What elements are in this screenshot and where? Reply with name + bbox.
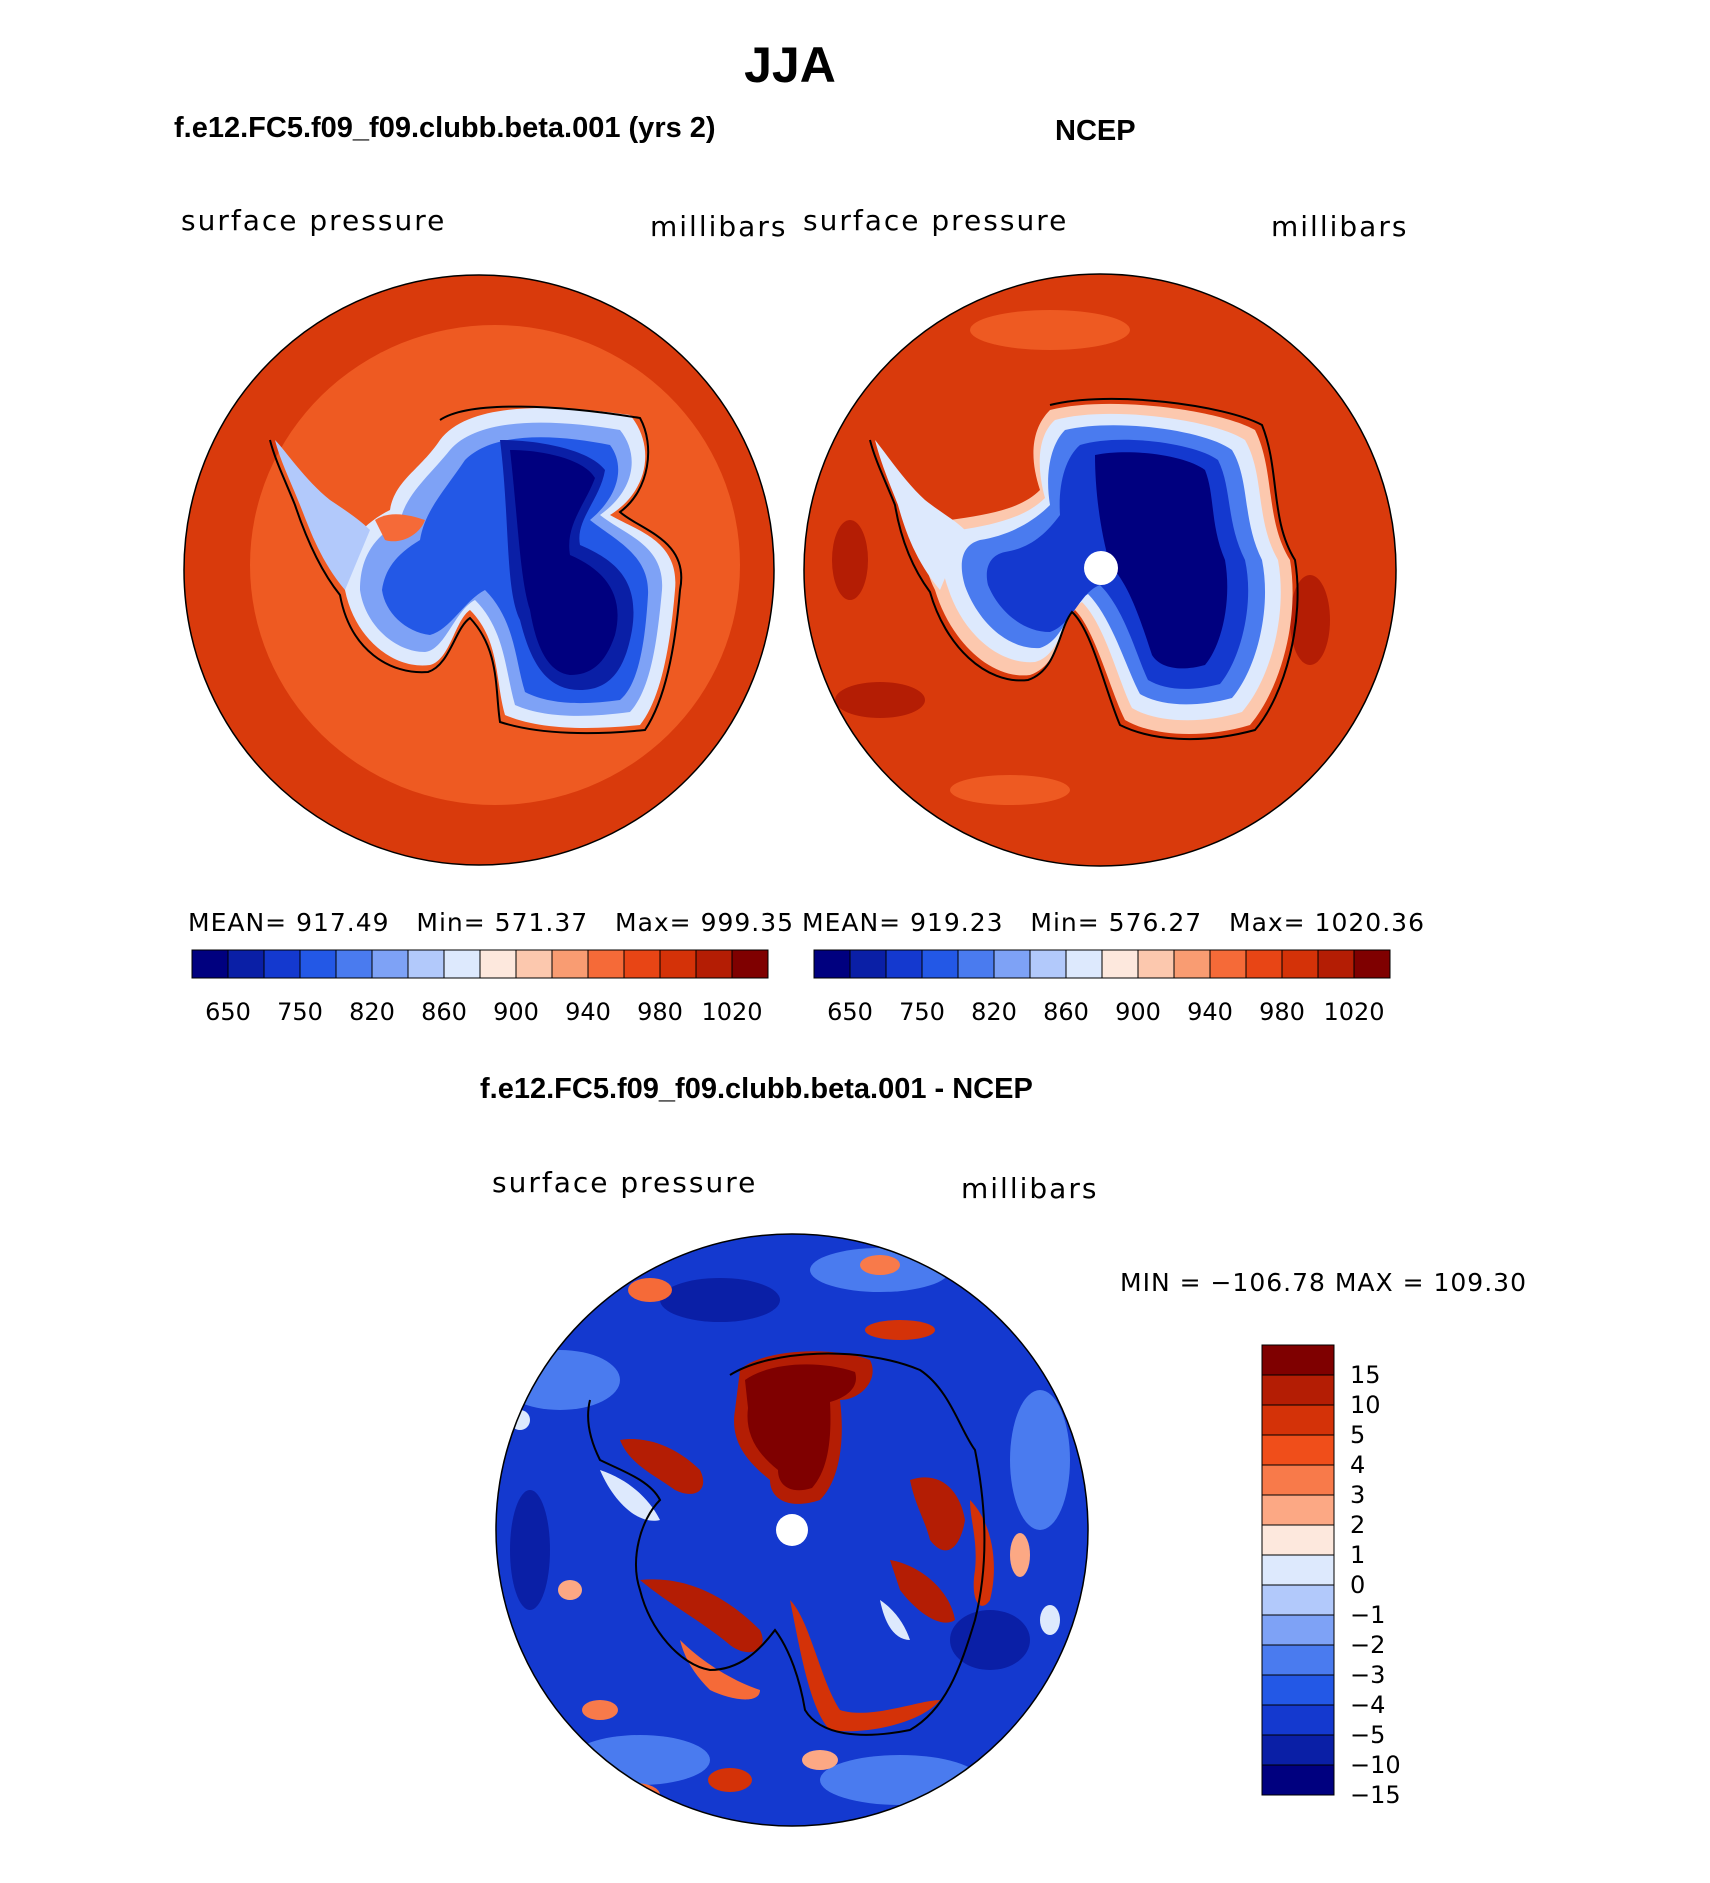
panel-obs-colorbar-tick-label: 980: [1259, 998, 1305, 1026]
difference-colorbar-box: [1261, 1434, 1335, 1466]
difference-colorbar-tick-label: 4: [1350, 1451, 1365, 1479]
difference-colorbar-tick-label: 1: [1350, 1541, 1365, 1569]
panel-model-colorbar-box: [335, 949, 373, 979]
panel-model-colorbar-tick-label: 980: [637, 998, 683, 1026]
panel-model-colorbar-box: [551, 949, 589, 979]
panel-model-colorbar-box: [407, 949, 445, 979]
panel-obs-colorbar-box: [1137, 949, 1175, 979]
difference-minmax: MIN = −106.78 MAX = 109.30: [1120, 1268, 1527, 1297]
difference-colorbar-box: [1261, 1614, 1335, 1646]
panel-obs-colorbar-box: [1353, 949, 1391, 979]
panel-obs-units: millibars: [1271, 210, 1409, 243]
difference-variable: surface pressure: [492, 1166, 758, 1199]
difference-colorbar-tick-label: −5: [1350, 1721, 1385, 1749]
panel-obs-colorbar-box: [1029, 949, 1067, 979]
pole-hole: [1084, 551, 1118, 585]
panel-model-colorbar-box: [659, 949, 697, 979]
panel-model-colorbar: 650 750 820 860 900 940 980 1020: [191, 949, 769, 1026]
panel-obs-colorbar-box: [1281, 949, 1319, 979]
panel-obs-colorbar-tick-label: 1020: [1323, 998, 1384, 1026]
difference-map: [495, 1233, 1089, 1827]
difference-colorbar-tick-label: 3: [1350, 1481, 1365, 1509]
coastline: [869, 397, 1299, 741]
panel-model-colorbar-box: [623, 949, 661, 979]
panel-obs-colorbar-box: [849, 949, 887, 979]
panel-obs-colorbar-box: [1245, 949, 1283, 979]
difference-colorbar-tick-label: 0: [1350, 1571, 1365, 1599]
panel-obs-colorbar: 650 750 820 860 900 940 980 1020: [813, 949, 1391, 1026]
panel-model-colorbar-tick-label: 940: [565, 998, 611, 1026]
panel-model-colorbar-tick-label: 900: [493, 998, 539, 1026]
difference-colorbar-tick-label: −1: [1350, 1601, 1385, 1629]
panel-obs-colorbar-tick-label: 750: [899, 998, 945, 1026]
pole-hole: [776, 1514, 808, 1546]
panel-model-title: f.e12.FC5.f09_f09.clubb.beta.001 (yrs 2): [174, 112, 716, 144]
difference-colorbar-box: [1261, 1674, 1335, 1706]
panel-obs-colorbar-box: [957, 949, 995, 979]
figure-title: JJA: [744, 37, 836, 93]
difference-colorbar-box: [1261, 1464, 1335, 1496]
panel-obs-stats: MEAN= 919.23 Min= 576.27 Max= 1020.36: [802, 908, 1425, 937]
difference-colorbar-tick-label: −10: [1350, 1751, 1401, 1779]
panel-model-map: [183, 274, 775, 866]
panel-obs-colorbar-box: [1101, 949, 1139, 979]
panel-obs-colorbar-box: [993, 949, 1031, 979]
difference-colorbar-tick-label: −2: [1350, 1631, 1385, 1659]
panel-model-colorbar-box: [371, 949, 409, 979]
difference-colorbar-tick-label: 10: [1350, 1391, 1381, 1419]
coastline: [269, 405, 683, 735]
panel-model-colorbar-tick-label: 860: [421, 998, 467, 1026]
panel-obs-colorbar-tick-label: 820: [971, 998, 1017, 1026]
panel-model-colorbar-box: [515, 949, 553, 979]
difference-colorbar-box: [1261, 1494, 1335, 1526]
panel-obs-colorbar-tick-label: 650: [827, 998, 873, 1026]
panel-obs-colorbar-tick-label: 860: [1043, 998, 1089, 1026]
panel-model-colorbar-box: [731, 949, 769, 979]
difference-colorbar-box: [1261, 1554, 1335, 1586]
difference-colorbar-box: [1261, 1404, 1335, 1436]
panel-model-units: millibars: [650, 210, 788, 243]
panel-model-colorbar-tick-label: 820: [349, 998, 395, 1026]
panel-model-colorbar-box: [263, 949, 301, 979]
difference-colorbar-box: [1261, 1734, 1335, 1766]
difference-colorbar-box: [1261, 1644, 1335, 1676]
panel-model-colorbar-box: [695, 949, 733, 979]
panel-model-variable: surface pressure: [181, 204, 447, 237]
difference-colorbar-tick-label: 15: [1350, 1361, 1381, 1389]
difference-colorbar-box: [1261, 1584, 1335, 1616]
panel-obs-colorbar-box: [921, 949, 959, 979]
panel-obs-colorbar-box: [885, 949, 923, 979]
panel-model-colorbar-tick-label: 1020: [701, 998, 762, 1026]
panel-obs-title: NCEP: [1055, 115, 1136, 147]
difference-colorbar-box: [1261, 1764, 1335, 1796]
coastline: [587, 1352, 986, 1736]
panel-obs-map: [803, 273, 1397, 867]
panel-model-colorbar-box: [443, 949, 481, 979]
difference-colorbar-tick-label: −3: [1350, 1661, 1385, 1689]
panel-model-colorbar-tick-label: 750: [277, 998, 323, 1026]
difference-colorbar-tick-label: −4: [1350, 1691, 1385, 1719]
difference-colorbar-box: [1261, 1524, 1335, 1556]
difference-colorbar-box: [1261, 1374, 1335, 1406]
panel-obs-colorbar-tick-label: 940: [1187, 998, 1233, 1026]
panel-model-colorbar-tick-label: 650: [205, 998, 251, 1026]
panel-model-colorbar-box: [479, 949, 517, 979]
difference-title: f.e12.FC5.f09_f09.clubb.beta.001 - NCEP: [480, 1073, 1033, 1105]
difference-colorbar-tick-label: −15: [1350, 1781, 1401, 1809]
panel-obs-variable: surface pressure: [803, 204, 1069, 237]
difference-colorbar-box: [1261, 1344, 1335, 1376]
difference-units: millibars: [961, 1172, 1099, 1205]
panel-obs-colorbar-box: [1209, 949, 1247, 979]
difference-colorbar-box: [1261, 1704, 1335, 1736]
panel-obs-colorbar-box: [1173, 949, 1211, 979]
difference-colorbar-tick-label: 5: [1350, 1421, 1365, 1449]
panel-model-colorbar-box: [299, 949, 337, 979]
panel-model-stats: MEAN= 917.49 Min= 571.37 Max= 999.35: [188, 908, 795, 937]
panel-obs-colorbar-tick-label: 900: [1115, 998, 1161, 1026]
difference-colorbar-tick-label: 2: [1350, 1511, 1365, 1539]
panel-model-colorbar-box: [227, 949, 265, 979]
